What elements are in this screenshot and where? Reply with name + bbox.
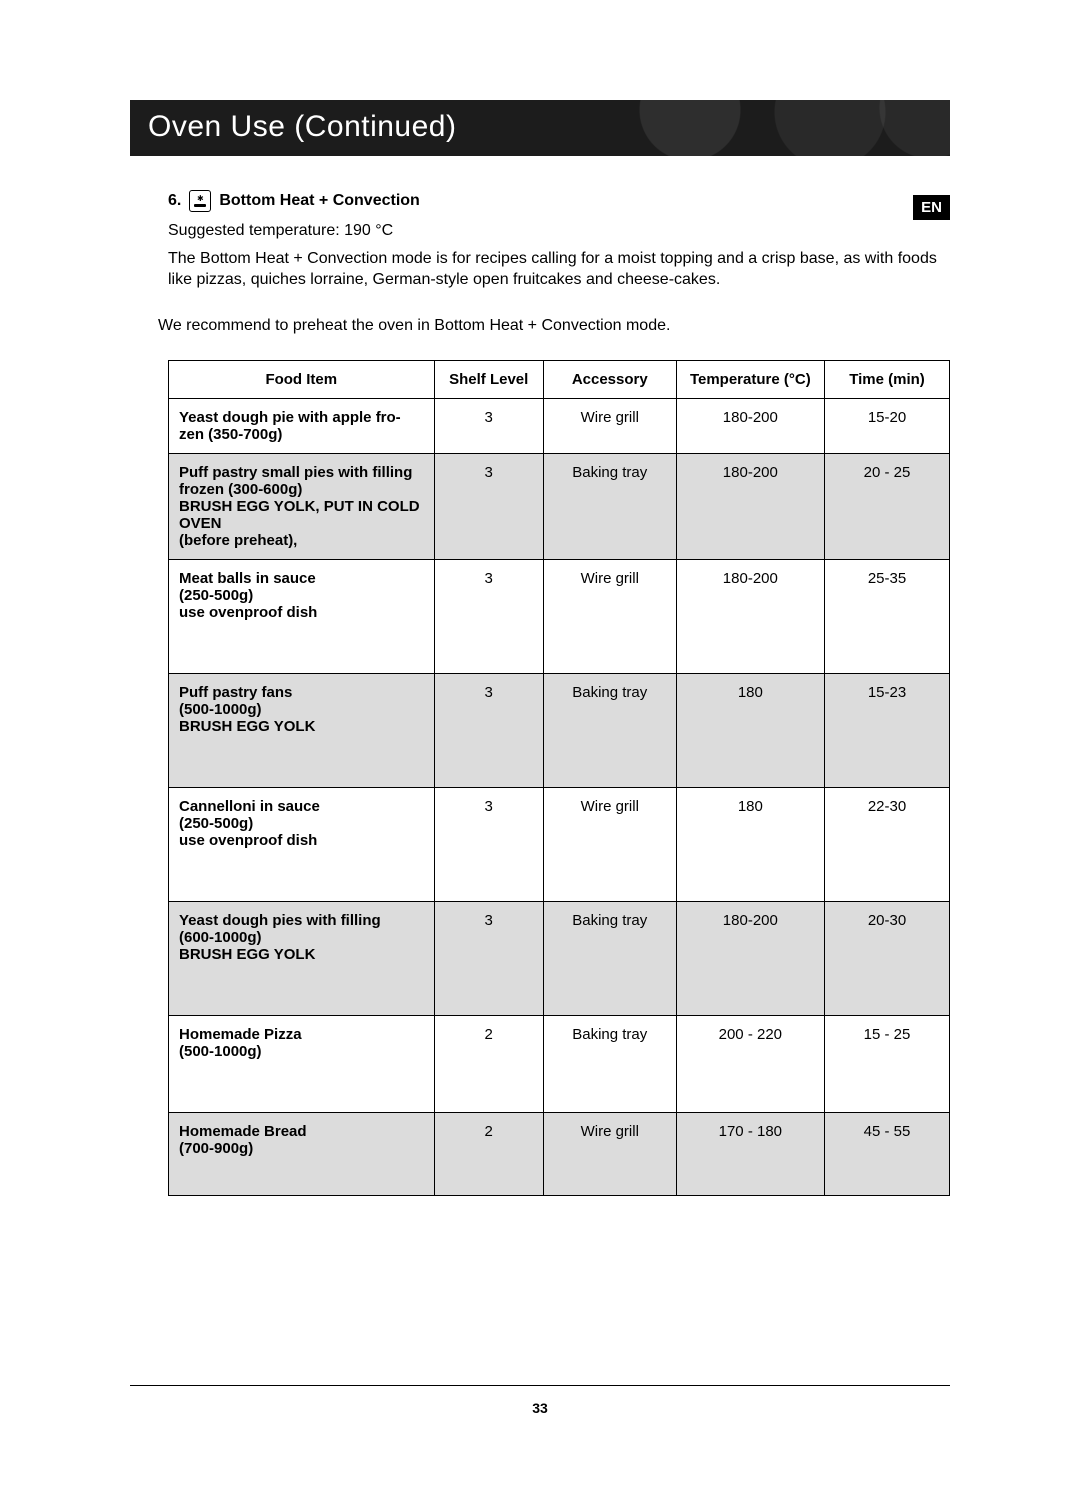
- page-header: Oven Use (Continued): [130, 100, 950, 156]
- header-title: Oven Use (Continued): [148, 110, 456, 143]
- cell-food: Puff pastry small pies with filling froz…: [169, 454, 435, 560]
- cell-temp: 180-200: [676, 399, 824, 454]
- table-row: Homemade Pizza(500-1000g)2Baking tray200…: [169, 1016, 950, 1113]
- cell-accessory: Wire grill: [543, 399, 676, 454]
- section-title: Bottom Heat + Convection: [219, 192, 419, 210]
- cell-food: Yeast dough pies with filling(600-1000g)…: [169, 902, 435, 1016]
- section-number: 6.: [168, 192, 181, 210]
- th-shelf: Shelf Level: [434, 361, 543, 399]
- cell-temp: 180: [676, 788, 824, 902]
- cell-shelf: 3: [434, 399, 543, 454]
- cell-temp: 200 - 220: [676, 1016, 824, 1113]
- th-time: Time (min): [825, 361, 950, 399]
- table-row: Homemade Bread(700-900g)2Wire grill170 -…: [169, 1113, 950, 1196]
- cooking-table: Food Item Shelf Level Accessory Temperat…: [168, 360, 950, 1196]
- cell-time: 15-23: [825, 674, 950, 788]
- suggested-temp: Suggested temperature: 190 °C: [168, 220, 950, 242]
- table-row: Puff pastry small pies with filling froz…: [169, 454, 950, 560]
- cell-temp: 180: [676, 674, 824, 788]
- cell-shelf: 2: [434, 1113, 543, 1196]
- cell-accessory: Baking tray: [543, 674, 676, 788]
- cell-temp: 170 - 180: [676, 1113, 824, 1196]
- cell-time: 15-20: [825, 399, 950, 454]
- cell-accessory: Baking tray: [543, 902, 676, 1016]
- cell-food: Meat balls in sauce(250-500g)use ovenpro…: [169, 560, 435, 674]
- table-row: Puff pastry fans(500-1000g)BRUSH EGG YOL…: [169, 674, 950, 788]
- cell-food: Yeast dough pie with apple fro-zen (350-…: [169, 399, 435, 454]
- section-heading: 6. ✱ Bottom Heat + Convection: [168, 190, 950, 212]
- cell-time: 25-35: [825, 560, 950, 674]
- language-badge: EN: [913, 195, 950, 220]
- cell-accessory: Wire grill: [543, 788, 676, 902]
- cell-shelf: 3: [434, 674, 543, 788]
- th-food: Food Item: [169, 361, 435, 399]
- cell-food: Puff pastry fans(500-1000g)BRUSH EGG YOL…: [169, 674, 435, 788]
- cell-time: 20 - 25: [825, 454, 950, 560]
- cell-temp: 180-200: [676, 902, 824, 1016]
- cell-shelf: 3: [434, 902, 543, 1016]
- cell-temp: 180-200: [676, 454, 824, 560]
- table-row: Yeast dough pie with apple fro-zen (350-…: [169, 399, 950, 454]
- section-description: The Bottom Heat + Convection mode is for…: [168, 248, 950, 291]
- footer-divider: [130, 1385, 950, 1386]
- th-temp: Temperature (°C): [676, 361, 824, 399]
- cell-accessory: Wire grill: [543, 1113, 676, 1196]
- cell-shelf: 3: [434, 788, 543, 902]
- cell-shelf: 2: [434, 1016, 543, 1113]
- cell-accessory: Baking tray: [543, 1016, 676, 1113]
- cell-food: Homemade Pizza(500-1000g): [169, 1016, 435, 1113]
- cell-shelf: 3: [434, 560, 543, 674]
- cell-accessory: Baking tray: [543, 454, 676, 560]
- bottom-heat-convection-icon: ✱: [189, 190, 211, 212]
- cell-time: 45 - 55: [825, 1113, 950, 1196]
- cell-time: 20-30: [825, 902, 950, 1016]
- cell-shelf: 3: [434, 454, 543, 560]
- page-number: 33: [0, 1400, 1080, 1416]
- cell-temp: 180-200: [676, 560, 824, 674]
- th-accessory: Accessory: [543, 361, 676, 399]
- cell-food: Cannelloni in sauce (250-500g)use ovenpr…: [169, 788, 435, 902]
- cell-time: 22-30: [825, 788, 950, 902]
- recommend-note: We recommend to preheat the oven in Bott…: [158, 315, 950, 337]
- table-row: Yeast dough pies with filling(600-1000g)…: [169, 902, 950, 1016]
- table-row: Meat balls in sauce(250-500g)use ovenpro…: [169, 560, 950, 674]
- cell-time: 15 - 25: [825, 1016, 950, 1113]
- cell-accessory: Wire grill: [543, 560, 676, 674]
- table-row: Cannelloni in sauce (250-500g)use ovenpr…: [169, 788, 950, 902]
- cell-food: Homemade Bread(700-900g): [169, 1113, 435, 1196]
